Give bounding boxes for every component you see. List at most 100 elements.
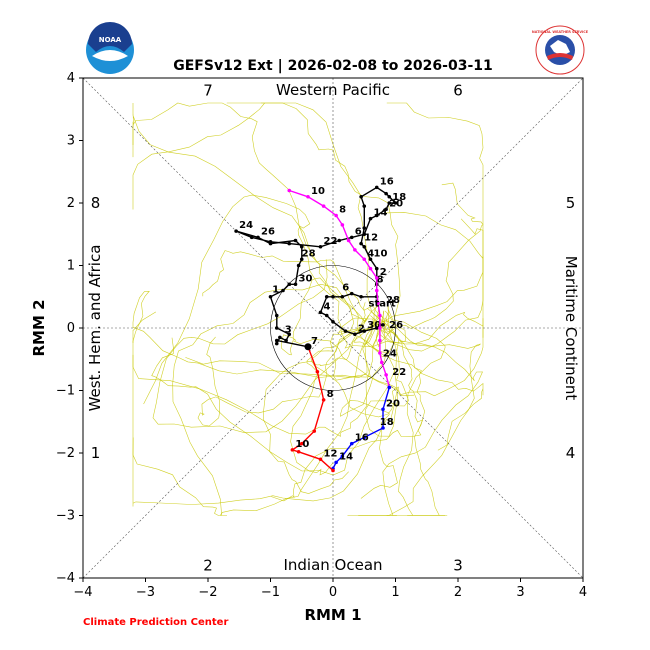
series-point [278, 335, 282, 340]
ensemble-member-line [185, 315, 409, 437]
series-point [349, 441, 354, 446]
ensemble-member-line [226, 102, 401, 348]
series-point [381, 407, 385, 412]
series-point [321, 398, 326, 402]
series-point [274, 338, 279, 343]
series-point [340, 294, 345, 299]
day-label: 10 [311, 186, 325, 197]
series-point [318, 310, 323, 315]
series-point [343, 329, 348, 333]
series-point [393, 201, 398, 205]
ensemble-member-line [353, 318, 484, 451]
series-point [299, 257, 304, 262]
day-label: 7 [311, 336, 318, 347]
ensemble-member-line [371, 182, 484, 334]
series-point [359, 241, 363, 246]
series-point [353, 248, 357, 252]
series-point [368, 257, 373, 262]
ensemble-member-line [132, 102, 375, 311]
series-point [378, 313, 382, 318]
series-point [384, 373, 388, 377]
ensemble-member-line [132, 103, 380, 322]
y-tick-label: 1 [67, 259, 75, 274]
series-point [387, 194, 392, 199]
y-tick-label: 3 [67, 134, 75, 149]
series-point [306, 194, 310, 199]
day-label: 8 [377, 275, 384, 286]
day-label: 30 [367, 320, 381, 331]
y-tick-label: 4 [67, 71, 75, 86]
series-point [287, 332, 292, 337]
ensemble-member-line [271, 321, 424, 502]
phase-number: 8 [91, 194, 101, 212]
region-label-left: West. Hem. and Africa [86, 245, 104, 412]
phase-number: 2 [203, 557, 213, 575]
series-point [374, 266, 379, 271]
y-tick-label: −3 [56, 509, 75, 524]
series-point [378, 351, 382, 355]
x-tick-label: −3 [136, 585, 155, 600]
ensemble-member-line [132, 310, 385, 437]
chart-title: GEFSv12 Ext | 2026-02-08 to 2026-03-11 [173, 58, 493, 74]
ensemble-member-line [132, 320, 378, 516]
series-point [293, 238, 298, 243]
series-point [321, 204, 326, 208]
ensemble-member-line [376, 102, 484, 352]
y-tick-label: −1 [56, 384, 75, 399]
ensemble-member-line [143, 194, 369, 405]
series-point [359, 294, 363, 299]
day-label: 2 [380, 267, 387, 278]
day-label: 24 [383, 348, 397, 359]
series-point [331, 294, 335, 299]
x-tick-label: −4 [73, 585, 92, 600]
day-label: 8 [327, 389, 334, 400]
ensemble-member-line [333, 218, 484, 381]
series-point [376, 301, 380, 305]
x-tick-label: −1 [261, 585, 280, 600]
series-point [287, 188, 292, 193]
series-point [362, 257, 367, 262]
series-point [299, 244, 304, 249]
series-point [387, 385, 392, 390]
y-tick-label: 0 [67, 321, 75, 336]
day-label: 10 [374, 248, 388, 259]
series-point [374, 185, 379, 190]
day-label: 26 [261, 226, 275, 237]
series-point [384, 191, 388, 196]
series-point [234, 229, 238, 233]
x-tick-label: 3 [516, 585, 524, 600]
day-label: 4 [367, 248, 374, 259]
y-tick-label: −2 [56, 446, 75, 461]
series-point [274, 341, 279, 346]
day-label: 2 [358, 323, 365, 334]
day-label: 20 [389, 198, 403, 209]
series-point [268, 239, 273, 244]
day-label: start [369, 298, 396, 309]
x-tick-label: 2 [454, 585, 462, 600]
series-point [274, 326, 279, 330]
x-tick-label: 1 [391, 585, 399, 600]
day-label: 6 [342, 283, 349, 294]
series-point [362, 204, 367, 208]
series-point [368, 266, 373, 271]
ensemble-member-line [197, 318, 367, 427]
series-point [381, 426, 385, 430]
day-label: 20 [386, 398, 400, 409]
phase-number: 7 [203, 82, 213, 100]
phase-number: 1 [91, 444, 101, 462]
series-point [334, 460, 338, 465]
series-point [378, 338, 382, 343]
phase-number: 3 [453, 557, 463, 575]
series-point [293, 282, 298, 287]
series-point [362, 232, 367, 237]
series-point [281, 288, 285, 293]
series-point [318, 457, 323, 462]
day-label: 16 [380, 176, 394, 187]
ensemble-member-line [388, 309, 448, 516]
series-point [349, 291, 354, 296]
day-label: 26 [389, 320, 403, 331]
series-point [362, 329, 367, 333]
x-tick-label: −2 [198, 585, 217, 600]
series-point [287, 282, 292, 287]
series-point [324, 294, 329, 299]
